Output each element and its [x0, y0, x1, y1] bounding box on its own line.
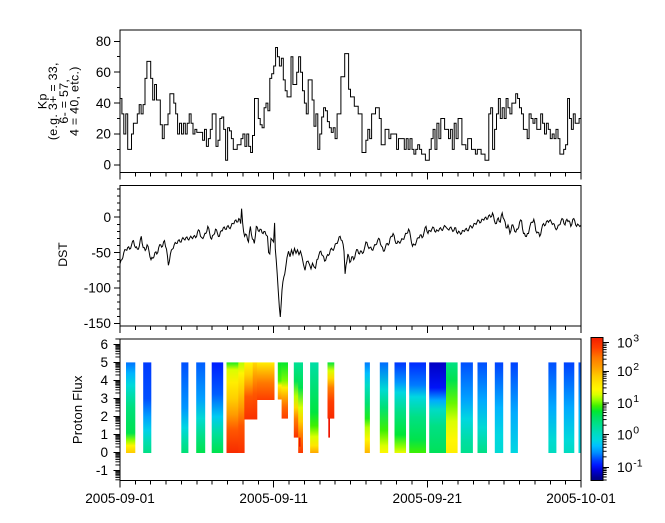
svg-text:-1: -1: [633, 457, 642, 469]
svg-text:10: 10: [617, 334, 633, 350]
svg-text:Kp: Kp: [35, 93, 49, 109]
svg-text:10: 10: [617, 363, 633, 379]
svg-text:20: 20: [96, 127, 112, 142]
svg-text:1: 1: [633, 393, 639, 405]
svg-text:2005-09-01: 2005-09-01: [85, 491, 155, 506]
svg-text:4: 4: [100, 373, 108, 388]
svg-text:2: 2: [633, 361, 639, 373]
svg-text:(e.g. 3+ = 33,: (e.g. 3+ = 33,: [46, 62, 60, 140]
svg-text:10: 10: [617, 459, 633, 475]
svg-text:Proton Flux: Proton Flux: [70, 375, 85, 444]
svg-text:0: 0: [633, 425, 639, 437]
svg-text:-100: -100: [84, 281, 112, 296]
svg-text:3: 3: [633, 333, 639, 345]
svg-text:10: 10: [617, 427, 633, 443]
svg-text:1: 1: [100, 427, 108, 442]
svg-text:2005-10-01: 2005-10-01: [546, 491, 616, 506]
svg-text:0: 0: [103, 158, 111, 173]
svg-text:2: 2: [100, 409, 108, 424]
svg-text:40: 40: [96, 96, 112, 111]
svg-text:80: 80: [96, 34, 112, 49]
svg-text:-1: -1: [96, 463, 108, 478]
svg-text:2005-09-21: 2005-09-21: [393, 491, 463, 506]
svg-text:6- = 57,: 6- = 57,: [57, 79, 71, 124]
svg-text:-50: -50: [91, 245, 111, 260]
svg-text:0: 0: [103, 210, 111, 225]
svg-text:-150: -150: [84, 316, 112, 331]
svg-text:6: 6: [100, 337, 108, 352]
svg-text:10: 10: [617, 395, 633, 411]
svg-text:60: 60: [96, 65, 112, 80]
svg-text:4 = 40, etc.): 4 = 40, etc.): [68, 66, 82, 136]
svg-text:3: 3: [100, 391, 108, 406]
svg-text:DST: DST: [56, 242, 70, 267]
svg-text:2005-09-11: 2005-09-11: [239, 491, 308, 506]
svg-text:5: 5: [100, 355, 108, 370]
svg-text:0: 0: [100, 445, 108, 460]
